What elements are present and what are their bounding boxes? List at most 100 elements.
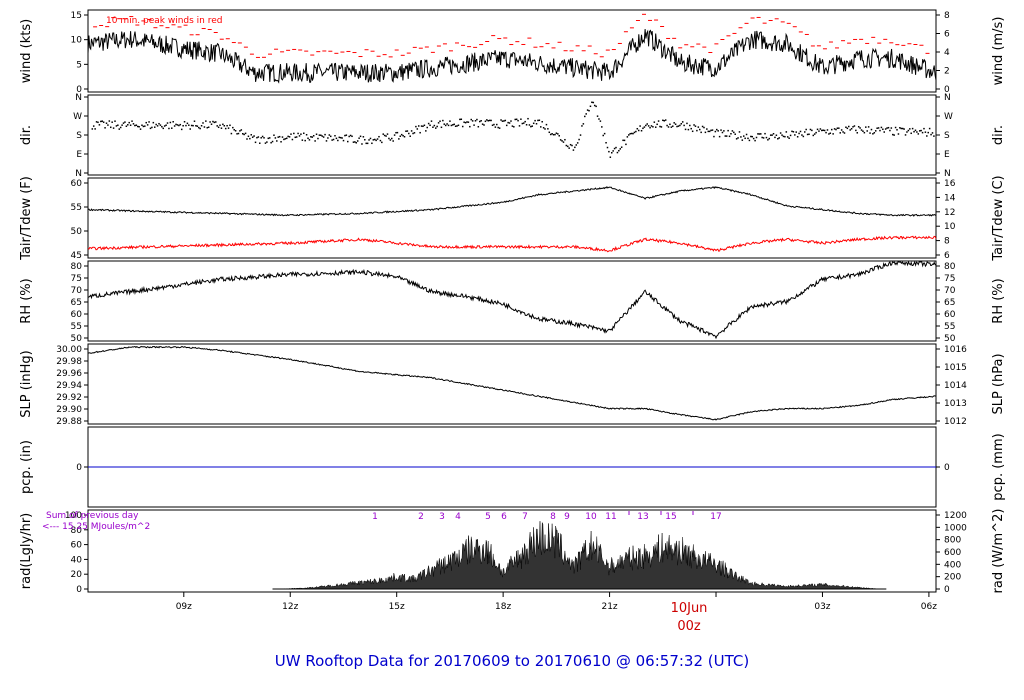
right-tick-label: 0: [944, 463, 950, 473]
dir-point: [515, 118, 518, 121]
dir-point: [853, 125, 856, 127]
dir-point: [142, 125, 145, 128]
dir-point: [882, 128, 884, 131]
dir-point: [873, 132, 876, 134]
dir-point: [243, 133, 245, 136]
dir-point: [395, 131, 397, 134]
dir-point: [481, 123, 484, 125]
dir-point: [581, 125, 583, 127]
dir-point: [494, 126, 497, 128]
dir-point: [385, 135, 387, 137]
dir-point: [788, 137, 790, 139]
dir-point: [149, 127, 152, 130]
dir-point: [283, 138, 285, 141]
dir-point: [690, 127, 692, 130]
dir-point: [555, 132, 558, 134]
dir-point: [795, 131, 797, 133]
dir-point: [412, 132, 414, 135]
dir-point: [389, 139, 392, 141]
dir-point: [833, 128, 836, 130]
dir-point: [571, 144, 573, 147]
dir-point: [610, 152, 613, 154]
dir-point: [808, 133, 810, 136]
dir-point: [406, 130, 409, 132]
dir-point: [205, 120, 207, 122]
left-tick-label: 100: [65, 511, 82, 521]
dir-point: [450, 124, 453, 127]
left-axis-label-wind: wind (kts): [19, 19, 34, 83]
dir-point: [592, 101, 595, 104]
dir-point: [433, 124, 436, 127]
rad-hour-label: 10: [585, 512, 597, 522]
dir-point: [670, 126, 673, 128]
dir-point: [894, 126, 897, 129]
dir-point: [769, 134, 772, 136]
dir-point: [643, 126, 646, 128]
rad-hour-label: 9: [564, 512, 570, 522]
rad-annotation-line1: Sum of previous day: [46, 511, 139, 521]
dir-point: [731, 130, 734, 132]
dir-point: [291, 138, 294, 141]
dir-point: [656, 123, 658, 126]
dir-point: [281, 136, 284, 138]
dir-point: [452, 124, 454, 126]
dir-point: [623, 139, 626, 142]
dir-point: [439, 120, 441, 122]
dir-point: [285, 137, 288, 140]
dir-point: [537, 119, 539, 122]
dir-point: [259, 142, 261, 144]
left-tick-label: W: [73, 112, 82, 122]
dir-point: [200, 124, 203, 127]
dir-point: [848, 125, 850, 128]
left-tick-label: 10: [71, 36, 83, 46]
dir-point: [589, 105, 592, 108]
rad-hour-label: 17: [710, 512, 721, 522]
dir-point: [741, 139, 744, 141]
right-tick-label: 12: [944, 208, 955, 218]
dir-point: [339, 136, 342, 139]
left-tick-label: 0: [76, 463, 82, 473]
rad-annotation-line2: <--- 15.25 MJoules/m^2: [42, 522, 150, 532]
dir-point: [609, 156, 612, 158]
dir-point: [233, 128, 235, 131]
dir-point: [112, 127, 115, 129]
dir-point: [771, 134, 773, 136]
dir-point: [520, 118, 522, 120]
dir-point: [672, 125, 674, 127]
dir-point: [300, 133, 302, 135]
right-tick-label: 8: [944, 11, 950, 21]
dir-point: [359, 135, 362, 138]
dir-point: [534, 119, 536, 122]
dir-point: [483, 124, 485, 126]
dir-point: [203, 126, 206, 128]
dir-point: [548, 131, 551, 134]
dir-point: [402, 134, 404, 137]
dir-point: [632, 132, 634, 135]
right-tick-label: 10: [944, 222, 956, 232]
dir-point: [347, 140, 349, 143]
dir-point: [290, 133, 292, 135]
dir-point: [708, 130, 711, 133]
dir-point: [725, 135, 728, 137]
right-tick-label: 60: [944, 310, 956, 320]
dir-point: [899, 127, 901, 129]
panel-slp: 29.88 29.90 29.92 29.94 29.96 29.98 30.00 1012 1…: [19, 343, 1006, 427]
dir-point: [223, 125, 226, 127]
dir-point: [215, 121, 217, 123]
right-tick-label: 55: [944, 322, 955, 332]
dir-point: [310, 136, 312, 138]
dir-point: [636, 127, 639, 130]
dir-point: [163, 125, 166, 127]
dir-point: [588, 109, 590, 112]
dir-point: [246, 138, 248, 140]
dir-point: [639, 125, 641, 127]
dir-point: [476, 118, 478, 121]
dir-point: [144, 125, 146, 127]
dir-point: [179, 123, 182, 126]
dir-point: [303, 132, 305, 135]
dir-point: [701, 125, 704, 128]
dir-point: [679, 124, 681, 127]
dir-point: [158, 122, 160, 125]
dir-point: [772, 132, 775, 135]
dir-point: [171, 127, 173, 129]
